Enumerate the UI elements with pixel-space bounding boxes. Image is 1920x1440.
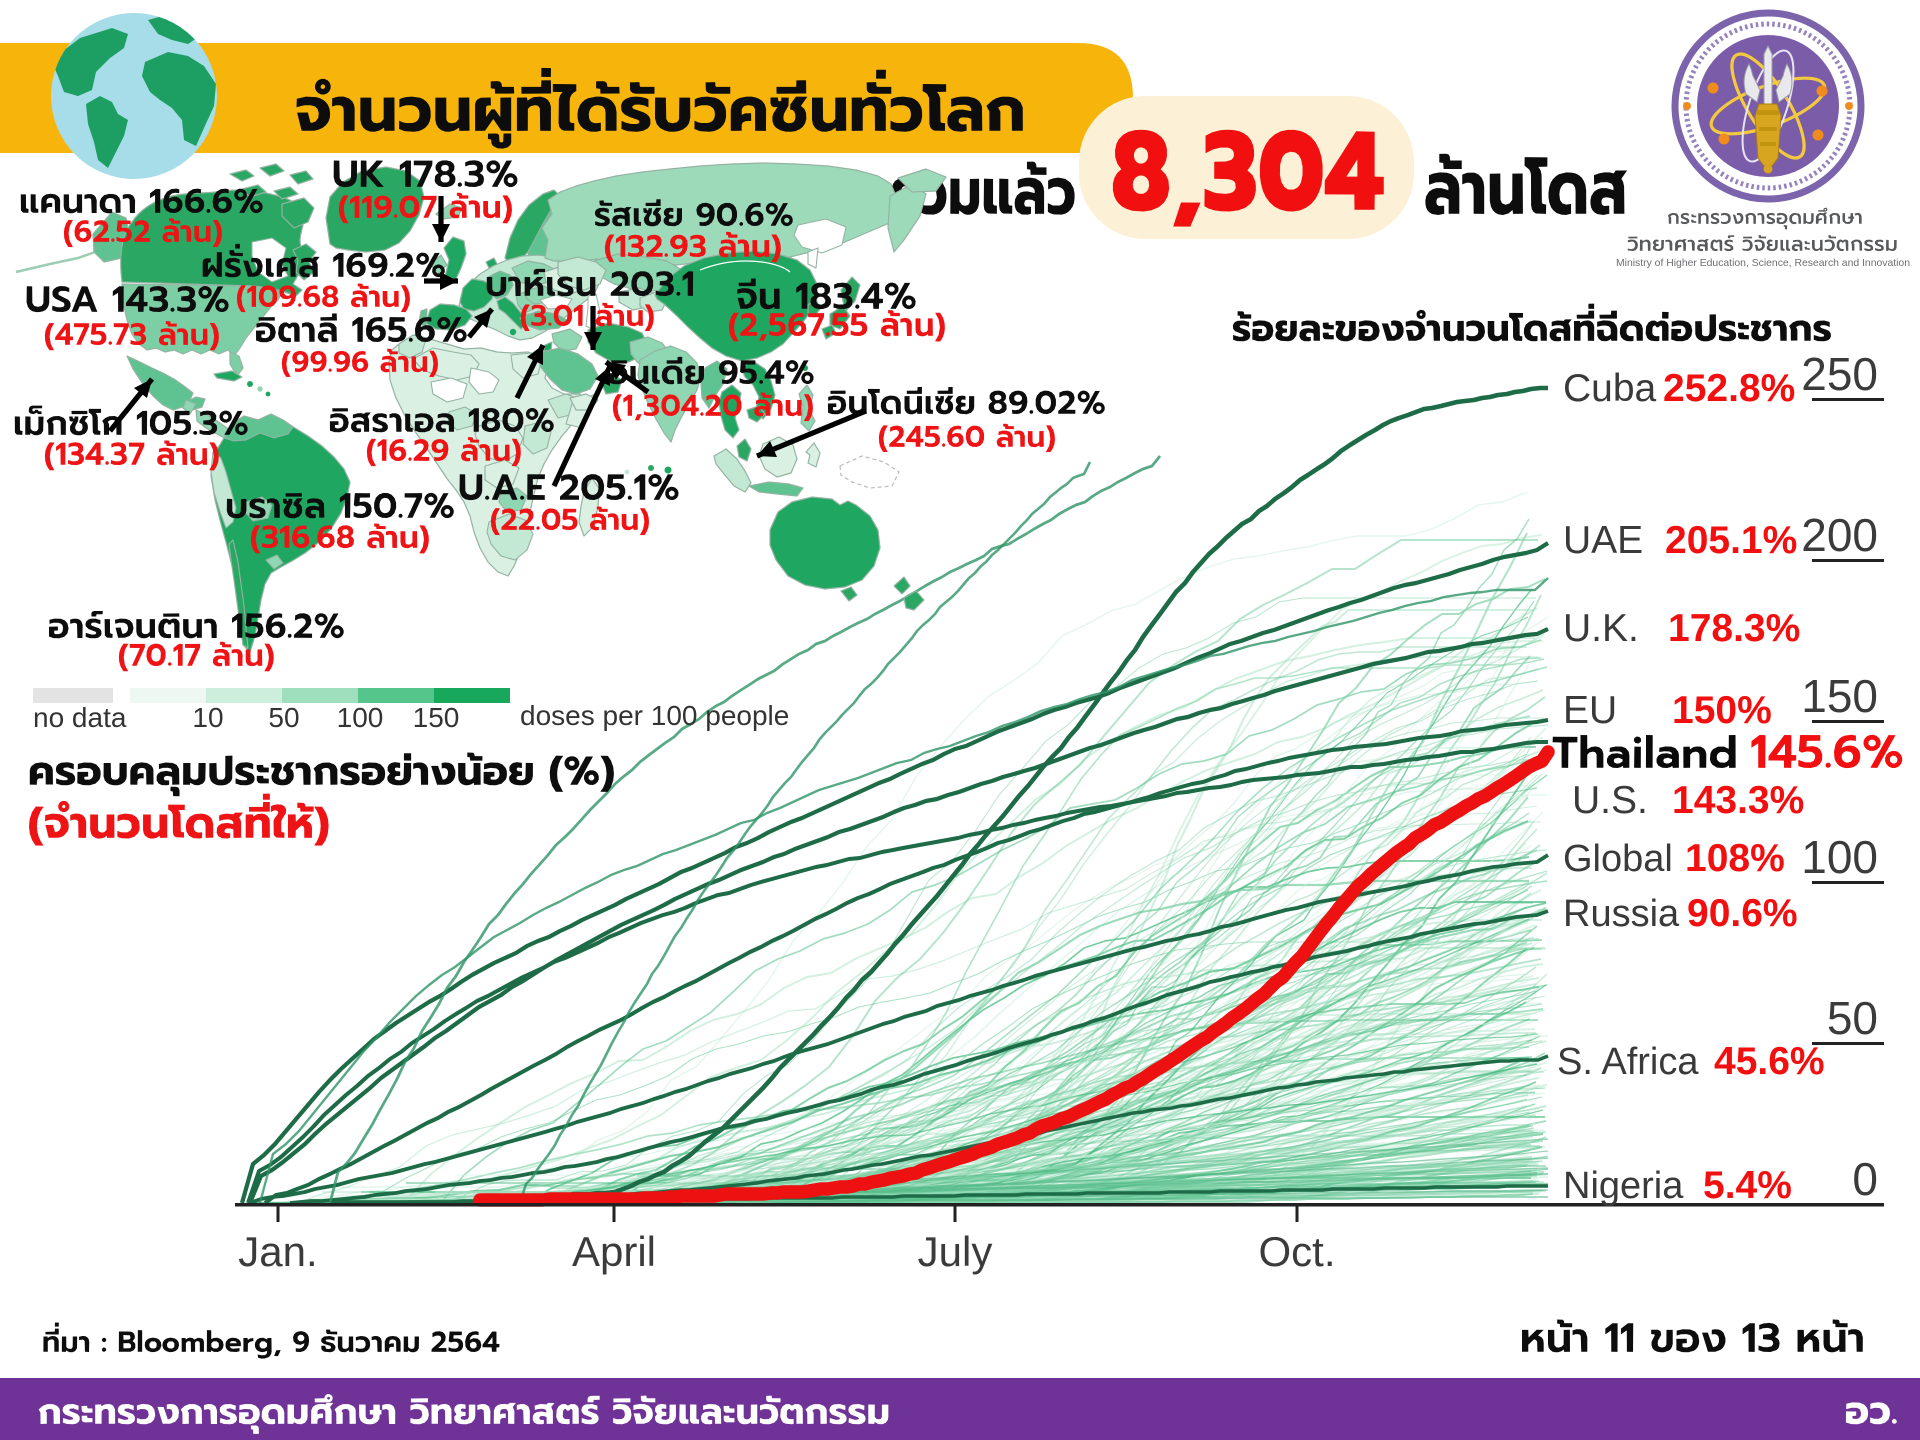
svg-text:EU: EU <box>1563 689 1617 732</box>
svg-text:U.K.: U.K. <box>1563 607 1639 650</box>
svg-text:doses per 100 people: doses per 100 people <box>520 700 789 731</box>
svg-text:July: July <box>918 1228 993 1275</box>
svg-text:150: 150 <box>1801 670 1878 722</box>
svg-text:April: April <box>572 1228 656 1275</box>
svg-text:150%: 150% <box>1672 689 1772 732</box>
svg-text:U.S.: U.S. <box>1572 779 1648 822</box>
svg-text:Cuba: Cuba <box>1563 367 1657 410</box>
svg-text:100: 100 <box>1801 831 1878 883</box>
svg-text:50: 50 <box>1827 992 1878 1044</box>
svg-text:100: 100 <box>337 702 384 733</box>
svg-text:200: 200 <box>1801 509 1878 561</box>
svg-text:252.8%: 252.8% <box>1663 367 1795 410</box>
svg-text:Nigeria: Nigeria <box>1563 1165 1684 1207</box>
svg-text:108%: 108% <box>1685 837 1785 880</box>
svg-text:150: 150 <box>413 702 460 733</box>
svg-text:Global: Global <box>1563 838 1673 880</box>
svg-text:Jan.: Jan. <box>238 1228 317 1275</box>
svg-text:S. Africa: S. Africa <box>1557 1041 1699 1083</box>
svg-text:5.4%: 5.4% <box>1703 1164 1792 1207</box>
svg-text:90.6%: 90.6% <box>1687 892 1798 935</box>
svg-text:10: 10 <box>192 702 223 733</box>
svg-text:205.1%: 205.1% <box>1665 519 1797 562</box>
svg-text:UAE: UAE <box>1563 519 1643 562</box>
svg-text:178.3%: 178.3% <box>1668 607 1800 650</box>
svg-text:50: 50 <box>268 702 299 733</box>
svg-text:Ministry of Higher Education,: Ministry of Higher Education, Science, R… <box>1616 258 1910 269</box>
svg-text:no data: no data <box>33 702 127 733</box>
svg-text:Oct.: Oct. <box>1258 1228 1335 1275</box>
svg-text:143.3%: 143.3% <box>1672 779 1804 822</box>
svg-text:45.6%: 45.6% <box>1714 1040 1825 1083</box>
svg-text:250: 250 <box>1801 348 1878 400</box>
svg-text:0: 0 <box>1852 1153 1878 1205</box>
svg-text:Russia: Russia <box>1563 893 1680 935</box>
